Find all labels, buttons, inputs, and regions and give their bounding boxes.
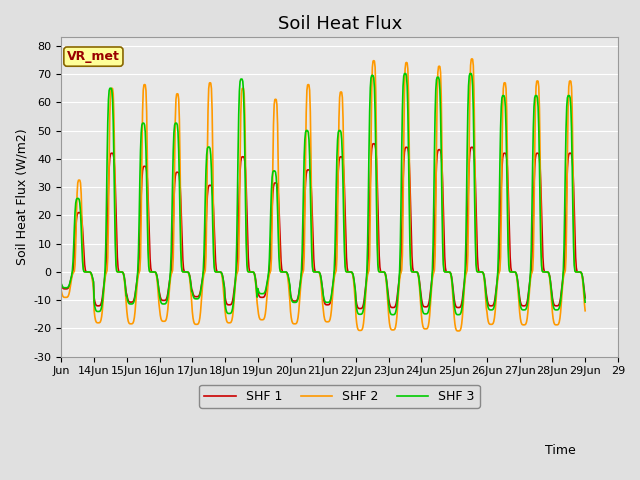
SHF 2: [173, 91, 180, 97]
SHF 3: [501, 95, 509, 101]
SHF 2: [58, 288, 65, 294]
SHF 1: [66, 282, 74, 288]
SHF 1: [435, 147, 443, 153]
SHF 3: [66, 281, 74, 287]
SHF 3: [58, 281, 65, 287]
SHF 1: [581, 295, 589, 300]
SHF 1: [485, 302, 493, 308]
SHF 3: [485, 306, 493, 312]
SHF 3: [581, 299, 589, 305]
SHF 1: [501, 150, 509, 156]
Legend: SHF 1, SHF 2, SHF 3: SHF 1, SHF 2, SHF 3: [200, 385, 480, 408]
SHF 1: [173, 169, 180, 175]
SHF 1: [129, 299, 137, 304]
SHF 2: [454, 328, 462, 334]
SHF 3: [129, 300, 137, 306]
SHF 1: [356, 306, 364, 312]
Line: SHF 3: SHF 3: [61, 73, 585, 315]
SHF 2: [129, 320, 137, 326]
SHF 2: [434, 70, 442, 75]
Line: SHF 2: SHF 2: [61, 59, 585, 331]
SHF 2: [485, 321, 493, 326]
SHF 3: [435, 77, 443, 83]
Y-axis label: Soil Heat Flux (W/m2): Soil Heat Flux (W/m2): [15, 129, 28, 265]
SHF 1: [58, 282, 65, 288]
SHF 3: [401, 71, 409, 76]
SHF 1: [370, 141, 378, 146]
Text: Time: Time: [545, 444, 576, 456]
SHF 3: [173, 120, 180, 126]
SHF 2: [581, 308, 589, 313]
SHF 3: [389, 312, 397, 318]
Line: SHF 1: SHF 1: [61, 144, 585, 309]
Title: Soil Heat Flux: Soil Heat Flux: [278, 15, 402, 33]
SHF 2: [66, 288, 74, 294]
Text: VR_met: VR_met: [67, 50, 120, 63]
SHF 2: [468, 56, 476, 62]
SHF 2: [501, 80, 509, 85]
